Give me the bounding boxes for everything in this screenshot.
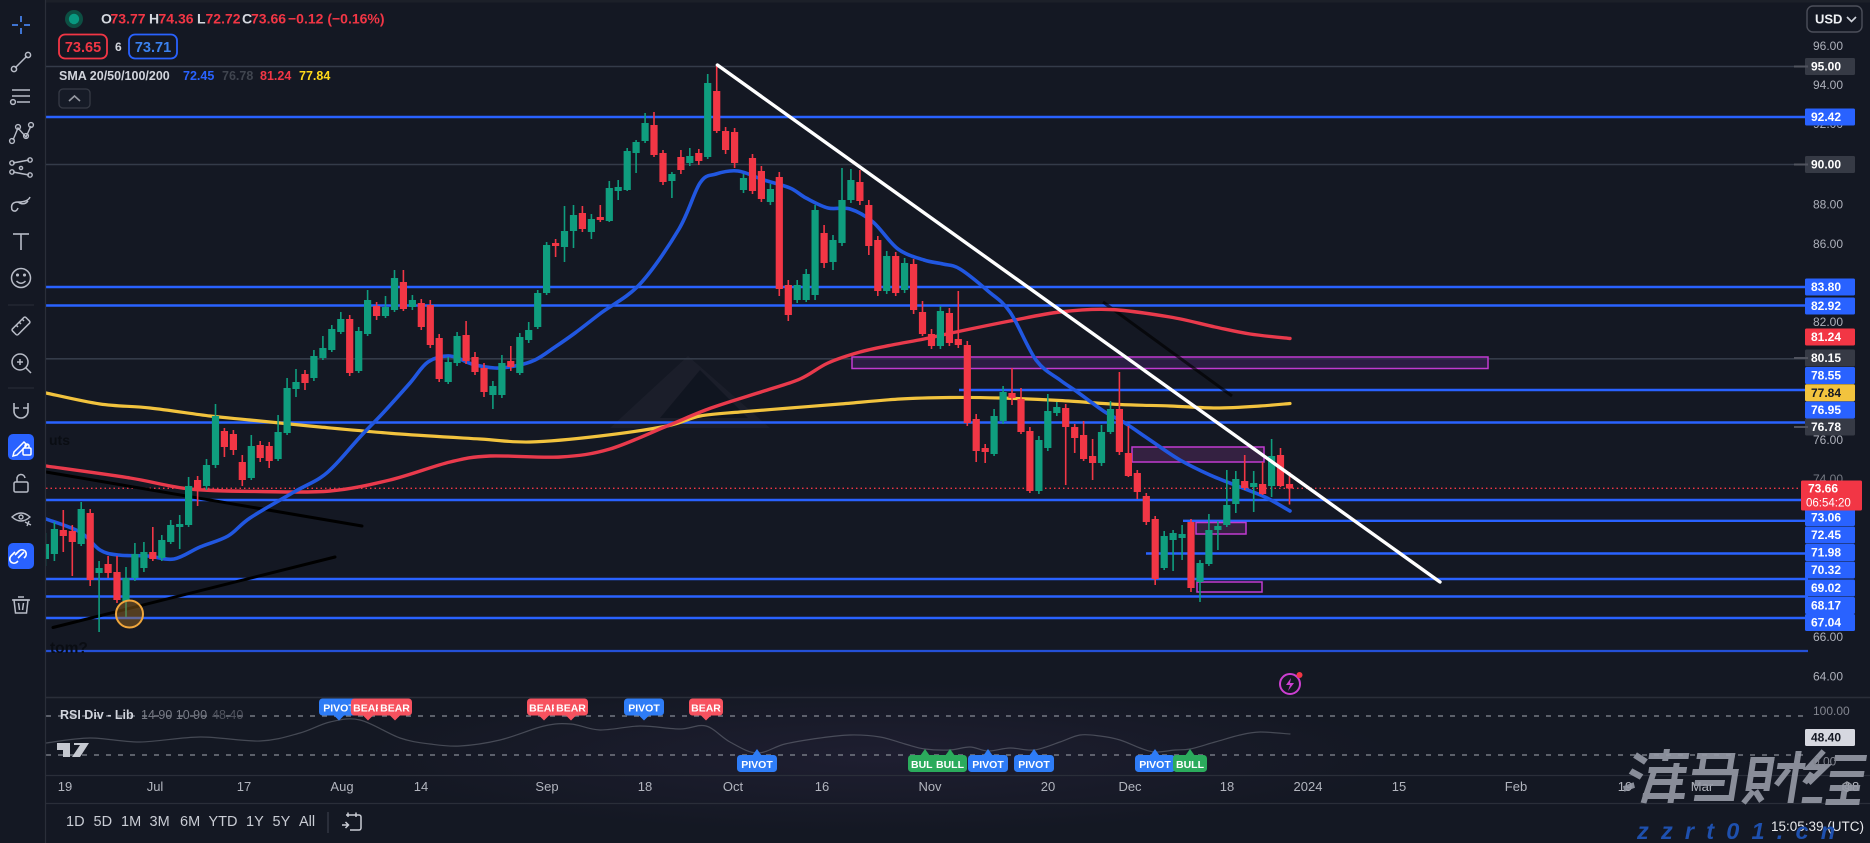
svg-text:YTD: YTD (209, 814, 238, 830)
svg-text:18: 18 (1220, 779, 1234, 794)
svg-text:76.78: 76.78 (1811, 420, 1841, 434)
svg-text:tom?: tom? (50, 640, 88, 657)
svg-text:96.00: 96.00 (1813, 39, 1843, 53)
svg-text:48.40: 48.40 (1811, 731, 1841, 745)
svg-text:2024: 2024 (1294, 779, 1323, 794)
svg-text:73.66: 73.66 (251, 11, 286, 27)
svg-text:zzrt01.cn: zzrt01.cn (1636, 818, 1847, 843)
svg-text:3M: 3M (150, 814, 170, 830)
svg-text:PIVOT: PIVOT (972, 759, 1004, 771)
svg-text:82.92: 82.92 (1811, 299, 1841, 313)
svg-text:PIVOT: PIVOT (1139, 759, 1171, 771)
svg-text:90.00: 90.00 (1811, 158, 1841, 172)
svg-text:All: All (299, 814, 315, 830)
svg-text:19: 19 (58, 779, 72, 794)
svg-text:1M: 1M (121, 814, 141, 830)
svg-text:C: C (242, 11, 252, 27)
svg-text:15:05:39 (UTC): 15:05:39 (UTC) (1771, 819, 1864, 834)
svg-text:Feb: Feb (1505, 779, 1527, 794)
svg-text:88.00: 88.00 (1813, 198, 1843, 212)
svg-text:BEAR: BEAR (529, 703, 559, 715)
svg-text:PIVOT: PIVOT (1018, 759, 1050, 771)
svg-text:86.00: 86.00 (1813, 237, 1843, 251)
svg-text:73.06: 73.06 (1811, 511, 1841, 525)
svg-text:94.00: 94.00 (1813, 78, 1843, 92)
svg-text:81.24: 81.24 (260, 69, 291, 83)
svg-text:83.80: 83.80 (1811, 280, 1841, 294)
svg-text:76.95: 76.95 (1811, 403, 1841, 417)
svg-text:0.00: 0.00 (1813, 755, 1837, 769)
svg-text:BEAR: BEAR (353, 703, 383, 715)
svg-text:Oct: Oct (723, 779, 744, 794)
svg-text:73.65: 73.65 (65, 40, 101, 56)
svg-text:20: 20 (1041, 779, 1055, 794)
svg-text:77.84: 77.84 (1811, 386, 1841, 400)
svg-text:1Y: 1Y (246, 814, 264, 830)
svg-text:PIVOT: PIVOT (323, 703, 355, 715)
svg-text:L: L (197, 11, 206, 27)
svg-text:14: 14 (414, 779, 428, 794)
svg-text:O: O (101, 11, 112, 27)
svg-text:95.00: 95.00 (1811, 60, 1841, 74)
svg-text:Dec: Dec (1118, 779, 1142, 794)
svg-text:−0.12 (−0.16%): −0.12 (−0.16%) (288, 11, 385, 27)
svg-text:BEAR: BEAR (691, 703, 721, 715)
svg-text:06:54:20: 06:54:20 (1806, 498, 1851, 510)
svg-text:48.40: 48.40 (212, 708, 243, 722)
svg-text:5D: 5D (94, 814, 113, 830)
svg-text:Jul: Jul (147, 779, 164, 794)
svg-text:78.55: 78.55 (1811, 369, 1841, 383)
svg-text:66.00: 66.00 (1813, 630, 1843, 644)
svg-text:PIVOT: PIVOT (741, 759, 773, 771)
svg-text:RSI Div - Lib: RSI Div - Lib (60, 708, 134, 722)
svg-text:82.00: 82.00 (1813, 315, 1843, 329)
svg-text:Sep: Sep (535, 779, 558, 794)
svg-text:16: 16 (815, 779, 829, 794)
svg-text:67.04: 67.04 (1811, 616, 1841, 630)
svg-text:76.00: 76.00 (1813, 433, 1843, 447)
svg-text:BEAR: BEAR (380, 703, 410, 715)
svg-text:6M: 6M (180, 814, 200, 830)
svg-text:68.17: 68.17 (1811, 599, 1841, 613)
svg-text:74.36: 74.36 (159, 11, 194, 27)
svg-text:1D: 1D (66, 814, 85, 830)
svg-text:Aug: Aug (330, 779, 353, 794)
svg-text:64.00: 64.00 (1813, 670, 1843, 684)
svg-text:USD: USD (1815, 12, 1842, 27)
svg-text:5Y: 5Y (273, 814, 291, 830)
svg-text:72.72: 72.72 (206, 11, 241, 27)
svg-text:80.15: 80.15 (1811, 351, 1841, 365)
svg-text:73.71: 73.71 (135, 40, 171, 56)
svg-text:92.42: 92.42 (1811, 110, 1841, 124)
svg-text:BEAR: BEAR (556, 703, 586, 715)
svg-text:72.45: 72.45 (183, 69, 214, 83)
svg-text:14 90 10 90: 14 90 10 90 (141, 708, 207, 722)
svg-text:76.78: 76.78 (222, 69, 253, 83)
svg-text:81.24: 81.24 (1811, 330, 1841, 344)
svg-text:73.66: 73.66 (1808, 482, 1838, 496)
svg-text:BULL: BULL (936, 759, 965, 771)
svg-text:15: 15 (1392, 779, 1406, 794)
svg-text:17: 17 (237, 779, 251, 794)
svg-text:100.00: 100.00 (1813, 704, 1850, 718)
svg-text:73.77: 73.77 (111, 11, 146, 27)
svg-text:BULL: BULL (1176, 759, 1205, 771)
svg-text:6: 6 (115, 40, 122, 54)
svg-text:uts: uts (49, 432, 70, 448)
svg-text:77.84: 77.84 (299, 69, 330, 83)
svg-text:71.98: 71.98 (1811, 546, 1841, 560)
svg-text:PIVOT: PIVOT (628, 703, 660, 715)
svg-text:BULL: BULL (911, 759, 940, 771)
svg-text:Nov: Nov (918, 779, 942, 794)
svg-text:H: H (149, 11, 159, 27)
svg-text:72.45: 72.45 (1811, 528, 1841, 542)
svg-text:SMA 20/50/100/200: SMA 20/50/100/200 (59, 69, 170, 83)
svg-text:18: 18 (638, 779, 652, 794)
svg-text:69.02: 69.02 (1811, 581, 1841, 595)
svg-text:70.32: 70.32 (1811, 563, 1841, 577)
